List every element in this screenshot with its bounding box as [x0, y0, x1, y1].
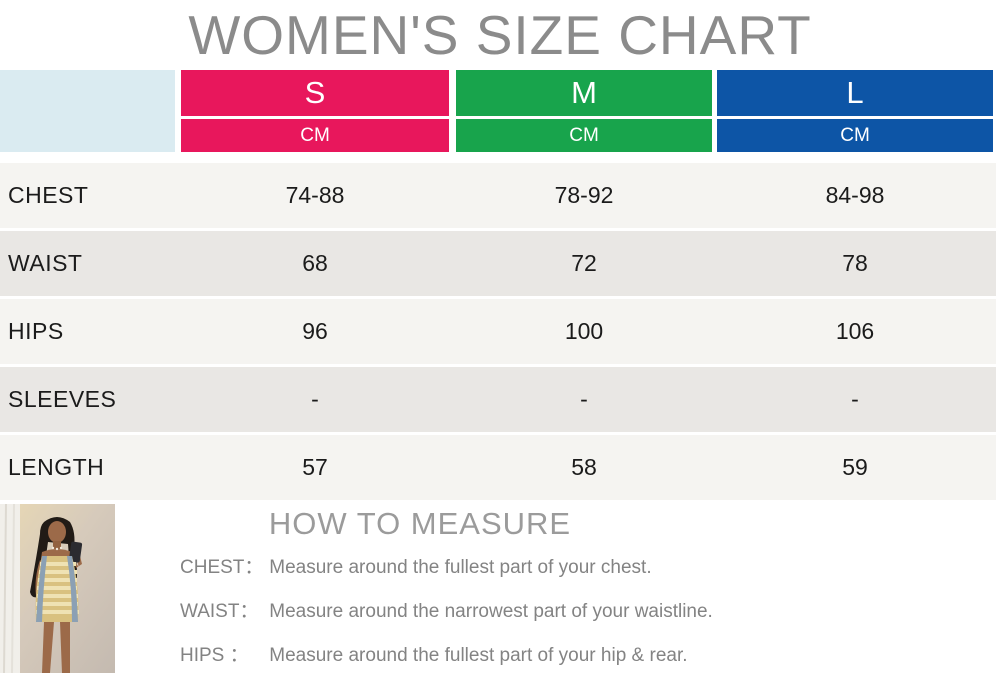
- row-label: HIPS: [8, 318, 64, 344]
- table-row-waist: WAIST 68 72 78: [0, 231, 996, 296]
- measure-line-hips: HIPS ： Measure around the fullest part o…: [180, 640, 688, 667]
- row-label: WAIST: [8, 250, 83, 276]
- cell-sleeves-m: -: [580, 386, 588, 412]
- unit-header-s: CM: [181, 119, 449, 152]
- table-row-length: LENGTH 57 58 59: [0, 435, 996, 500]
- cell-length-l: 59: [842, 454, 868, 480]
- measure-text: Measure around the fullest part of your …: [269, 557, 652, 578]
- cell-hips-l: 106: [835, 318, 875, 344]
- cell-waist-s: 68: [302, 250, 328, 276]
- cell-hips-m: 100: [564, 318, 604, 344]
- cell-sleeves-l: -: [851, 386, 859, 412]
- row-label: SLEEVES: [8, 386, 117, 412]
- model-photo-illustration: [0, 504, 115, 673]
- cell-length-s: 57: [302, 454, 328, 480]
- measure-label: HIPS ：: [180, 645, 249, 666]
- unit-header-m: CM: [456, 119, 712, 152]
- cell-waist-m: 72: [571, 250, 597, 276]
- model-photo: [0, 504, 115, 673]
- table-row-sleeves: SLEEVES - - -: [0, 367, 996, 432]
- cell-hips-s: 96: [302, 318, 328, 344]
- size-header-s: S: [181, 70, 449, 116]
- cell-chest-m: 78-92: [554, 182, 614, 208]
- cell-chest-s: 74-88: [285, 182, 345, 208]
- measure-text: Measure around the fullest part of your …: [269, 645, 688, 666]
- measure-line-chest: CHEST： Measure around the fullest part o…: [180, 552, 652, 579]
- row-label: LENGTH: [8, 454, 105, 480]
- cell-waist-l: 78: [842, 250, 868, 276]
- cell-length-m: 58: [571, 454, 597, 480]
- cell-sleeves-s: -: [311, 386, 319, 412]
- row-label: CHEST: [8, 182, 89, 208]
- size-header-m: M: [456, 70, 712, 116]
- measure-line-waist: WAIST： Measure around the narrowest part…: [180, 596, 713, 623]
- measure-label: CHEST：: [180, 557, 264, 578]
- size-header-l: L: [717, 70, 993, 116]
- measure-label: WAIST：: [180, 601, 259, 622]
- table-row-chest: CHEST 74-88 78-92 84-98: [0, 163, 996, 228]
- measure-text: Measure around the narrowest part of you…: [269, 601, 713, 622]
- cell-chest-l: 84-98: [825, 182, 885, 208]
- page-title: WOMEN'S SIZE CHART: [188, 4, 812, 66]
- corner-cell: [0, 70, 175, 152]
- table-row-hips: HIPS 96 100 106: [0, 299, 996, 364]
- unit-header-l: CM: [717, 119, 993, 152]
- how-to-measure-heading: HOW TO MEASURE: [268, 506, 572, 541]
